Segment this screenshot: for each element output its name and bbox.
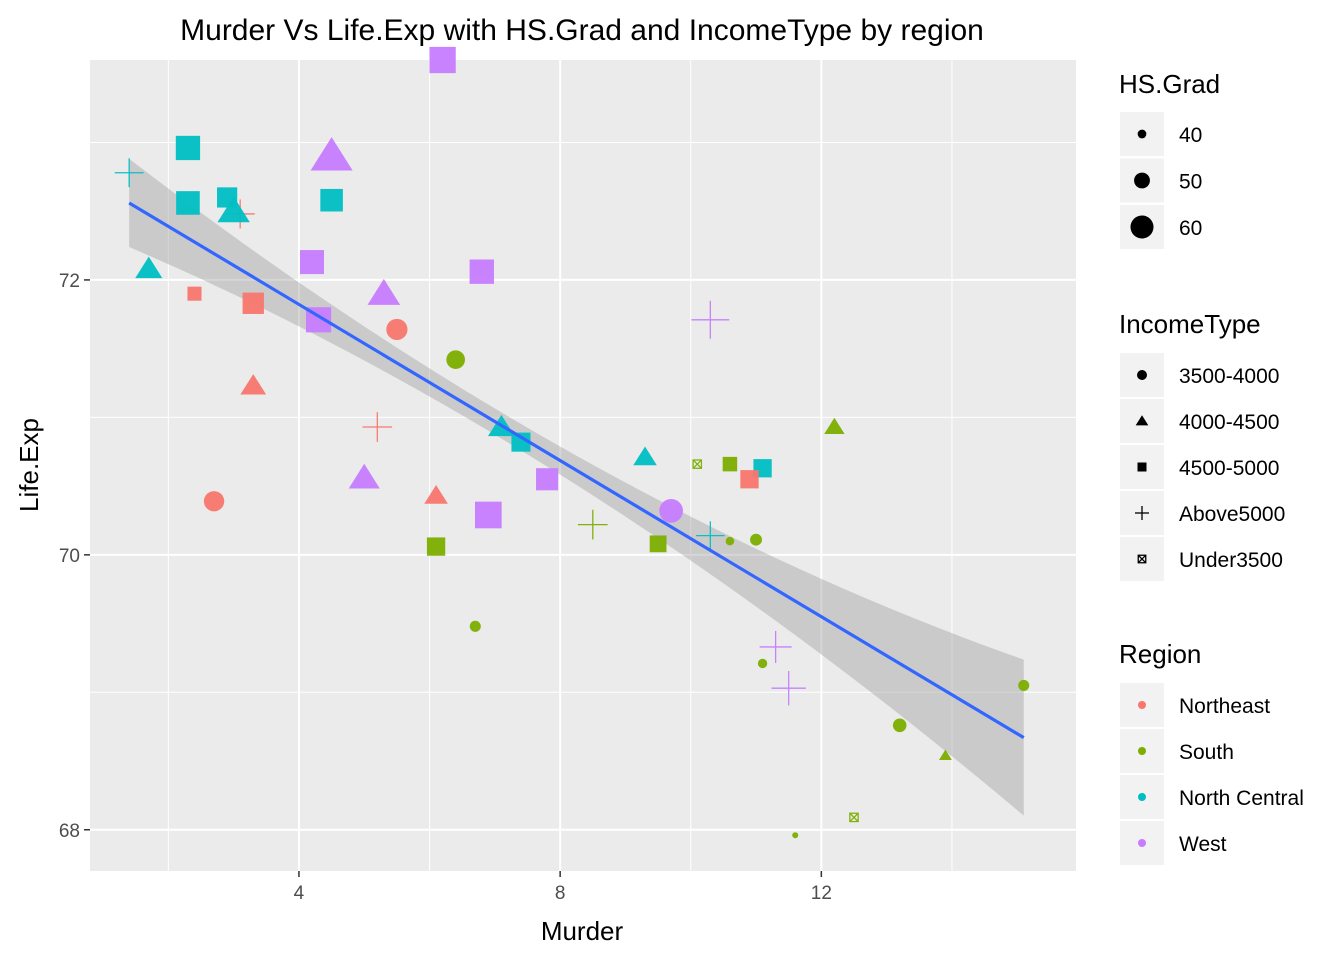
confidence-band-area bbox=[129, 158, 1024, 816]
legend-color-label: South bbox=[1179, 741, 1234, 764]
legend-shape-label: 4000-4500 bbox=[1179, 411, 1279, 434]
legend-color-key bbox=[1138, 747, 1146, 755]
data-point bbox=[242, 292, 264, 314]
trend-line bbox=[128, 201, 1025, 740]
data-point bbox=[577, 509, 608, 540]
data-point bbox=[217, 196, 250, 223]
data-point bbox=[362, 412, 393, 442]
legend-shape-key bbox=[1137, 370, 1147, 380]
data-point bbox=[203, 491, 225, 512]
data-point bbox=[429, 46, 456, 74]
legend-shape-label: Under3500 bbox=[1179, 549, 1283, 572]
data-point bbox=[696, 521, 725, 550]
data-point bbox=[536, 468, 559, 491]
data-point bbox=[892, 718, 907, 733]
data-point bbox=[771, 670, 806, 706]
chart-title: Murder Vs Life.Exp with HS.Grad and Inco… bbox=[180, 14, 984, 47]
axis-ticks: 4 8 12 68 70 72 bbox=[59, 271, 832, 904]
legend-shape-label: 4500-5000 bbox=[1179, 457, 1279, 480]
data-point bbox=[176, 191, 200, 215]
data-point bbox=[320, 188, 343, 212]
y-tick-label: 70 bbox=[59, 546, 80, 567]
legend-size-key bbox=[1137, 129, 1147, 139]
legend-size-label: 50 bbox=[1179, 171, 1202, 194]
minor-gridlines bbox=[90, 60, 1076, 871]
legend-shape-key bbox=[1135, 506, 1149, 520]
data-point bbox=[424, 485, 448, 504]
data-point bbox=[750, 533, 762, 546]
legend-size-label: 60 bbox=[1179, 217, 1202, 240]
legend-color-label: West bbox=[1179, 833, 1227, 856]
data-point bbox=[938, 749, 952, 760]
data-point bbox=[792, 832, 799, 839]
data-point bbox=[310, 137, 353, 171]
data-point bbox=[759, 630, 792, 663]
x-tick-label: 8 bbox=[555, 883, 566, 904]
legend-size-label: 40 bbox=[1179, 124, 1202, 147]
x-tick-label: 12 bbox=[811, 883, 832, 904]
data-point bbox=[300, 250, 325, 275]
major-gridlines bbox=[90, 60, 1076, 871]
x-tick-label: 4 bbox=[294, 883, 305, 904]
data-point bbox=[135, 256, 163, 279]
legend-income-type: IncomeType 3500-4000 4000-4500 4500-5000 Ab… bbox=[1119, 309, 1285, 581]
legend-title-region: Region bbox=[1119, 639, 1201, 669]
data-point bbox=[649, 535, 667, 553]
data-point bbox=[348, 463, 380, 489]
data-point bbox=[757, 658, 768, 669]
data-point bbox=[114, 158, 144, 188]
y-tick-label: 68 bbox=[59, 821, 80, 842]
data-point bbox=[367, 278, 401, 305]
legend-shape-label: 3500-4000 bbox=[1179, 365, 1279, 388]
legend-size-key bbox=[1130, 215, 1154, 239]
data-point bbox=[691, 300, 730, 339]
data-point bbox=[469, 259, 494, 284]
legend-shape-key bbox=[1137, 554, 1147, 564]
legend-hs-grad: HS.Grad 40 50 60 bbox=[1119, 69, 1220, 249]
data-point bbox=[824, 417, 845, 434]
legend-title-income-type: IncomeType bbox=[1119, 309, 1261, 339]
data-point bbox=[692, 459, 703, 469]
y-axis-title: Life.Exp bbox=[14, 418, 44, 512]
legend-size-key bbox=[1134, 172, 1150, 189]
data-point bbox=[175, 135, 201, 161]
y-tick-label: 72 bbox=[59, 271, 80, 292]
data-point bbox=[446, 350, 465, 369]
data-point bbox=[386, 318, 408, 341]
data-point bbox=[240, 374, 267, 395]
data-point bbox=[725, 536, 735, 546]
data-point bbox=[659, 499, 684, 523]
data-point bbox=[187, 286, 202, 301]
legend-color-label: North Central bbox=[1179, 787, 1304, 810]
data-point bbox=[511, 432, 531, 452]
data-point bbox=[469, 620, 481, 632]
data-point bbox=[740, 470, 759, 489]
legend-color-key bbox=[1138, 793, 1146, 801]
regression-line bbox=[128, 201, 1025, 740]
legend-color-key bbox=[1138, 701, 1146, 709]
data-point bbox=[474, 501, 502, 529]
data-point bbox=[1018, 679, 1030, 691]
legend-shape-label: Above5000 bbox=[1179, 503, 1285, 526]
data-point bbox=[722, 456, 738, 472]
data-point bbox=[633, 446, 657, 466]
data-points bbox=[114, 46, 1030, 839]
legend-shape-key bbox=[1135, 415, 1149, 426]
data-point bbox=[849, 812, 859, 823]
legend-shape-key bbox=[1137, 462, 1147, 472]
confidence-band bbox=[129, 158, 1024, 816]
x-axis-title: Murder bbox=[541, 916, 624, 946]
legend-color-key bbox=[1138, 839, 1146, 847]
plot-background bbox=[90, 60, 1076, 871]
legend-color-label: Northeast bbox=[1179, 695, 1270, 718]
legend-title-hs-grad: HS.Grad bbox=[1119, 69, 1220, 99]
legend-region: Region Northeast South North Central West bbox=[1119, 639, 1304, 865]
data-point bbox=[426, 537, 446, 556]
